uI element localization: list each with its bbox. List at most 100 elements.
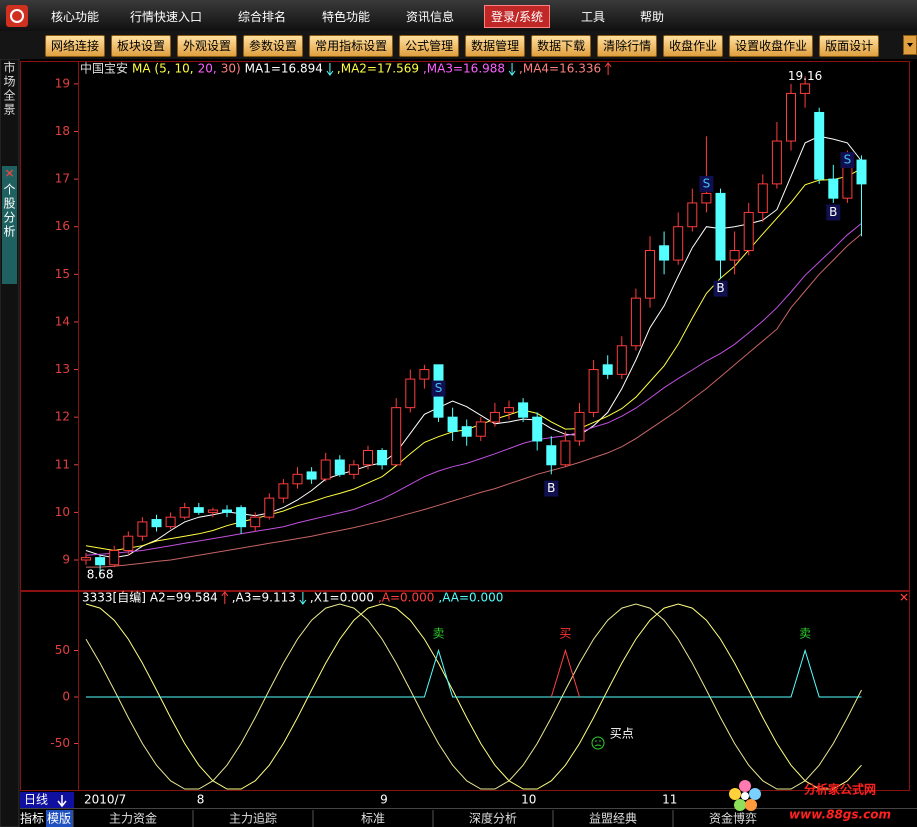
toolbar-button[interactable]: 收盘作业 <box>663 35 724 57</box>
legend-label: ,AA=0.000 <box>438 591 503 605</box>
y-tick-label: 15 <box>55 267 70 281</box>
watermark-name: 分析家公式网 <box>804 782 876 797</box>
annotation: S <box>435 381 443 395</box>
menu-item[interactable]: 综合排名 <box>238 10 287 24</box>
y-tick-label: 16 <box>55 219 70 233</box>
menu-item[interactable]: 核心功能 <box>51 10 100 24</box>
y-tick-label: 10 <box>55 505 70 519</box>
menu-item[interactable]: 行情快速入口 <box>130 10 203 24</box>
toolbar-button[interactable]: 数据下载 <box>531 35 592 57</box>
menu-item[interactable]: 特色功能 <box>322 10 371 24</box>
menu-item[interactable]: 帮助 <box>640 10 665 24</box>
toolbar-button[interactable]: 设置收盘作业 <box>729 35 814 57</box>
toolbar-button[interactable]: 板块设置 <box>111 35 172 57</box>
candle-body <box>814 111 825 180</box>
tool-tab[interactable]: 模版 <box>47 812 71 826</box>
toolbar-button[interactable]: 公式管理 <box>399 35 460 57</box>
series-line <box>85 603 862 790</box>
annotation: B <box>547 481 555 495</box>
candle-body <box>673 226 684 261</box>
menu-item[interactable]: 资讯信息 <box>406 10 455 24</box>
side-tab-char[interactable]: 全 <box>3 88 15 103</box>
toolbar-dropdown[interactable] <box>903 35 917 55</box>
side-tab-char[interactable]: 分 <box>3 211 15 225</box>
watermark-logo <box>729 780 761 811</box>
close-icon[interactable]: ✕ <box>899 591 909 605</box>
side-tab-char[interactable]: 析 <box>3 225 15 239</box>
candle-body <box>856 159 867 185</box>
y-tick-label: 17 <box>55 172 70 186</box>
menu-bar: 核心功能 行情快速入口 综合排名 特色功能 资讯信息 登录/系统 工具 帮助 <box>0 0 917 31</box>
legend-label: ,A=0.000 <box>378 591 434 605</box>
series-line <box>85 603 862 790</box>
legend-label: 10, <box>175 62 194 76</box>
series-line <box>85 223 862 556</box>
toolbar: 网络连接 板块设置 外观设置 参数设置 常用指标设置 公式管理 数据管理 数据下载 清除行情 收盘… <box>0 31 917 59</box>
y-tick-label: 11 <box>55 457 70 471</box>
x-tick-label: 2010/7 <box>84 793 126 807</box>
series-line <box>550 648 580 698</box>
toolbar-button[interactable]: 参数设置 <box>243 35 304 57</box>
candle-body <box>222 509 232 513</box>
series-line <box>86 648 862 698</box>
candle-body <box>334 459 345 475</box>
toolbar-button[interactable]: 常用指标设置 <box>309 35 394 57</box>
tool-tab[interactable]: 指标 <box>20 811 44 826</box>
legend-label: 30) <box>221 62 241 76</box>
candle-body <box>800 83 811 94</box>
toolbar-button[interactable]: 数据管理 <box>465 35 526 57</box>
side-tab-char[interactable]: 景 <box>3 103 15 117</box>
candle-body <box>348 464 359 475</box>
legend-label: ,A3=9.113 <box>232 591 296 605</box>
menu-item[interactable]: 登录/系统 <box>484 5 551 28</box>
bottom-tab[interactable]: 益盟经典 <box>589 812 637 826</box>
candle-body <box>701 192 712 204</box>
candle-body <box>504 407 514 413</box>
menu-item[interactable]: 工具 <box>581 10 606 24</box>
legend-label: MA (5, <box>132 62 171 76</box>
close-icon[interactable]: ✕ <box>4 167 14 181</box>
legend-label: 20, <box>198 62 217 76</box>
y-tick-label: -50 <box>50 736 70 750</box>
bottom-tab[interactable]: 深度分析 <box>469 811 517 826</box>
toolbar-button[interactable]: 版面设计 <box>819 35 880 57</box>
bottom-tab[interactable]: 主力追踪 <box>229 811 277 826</box>
candle-body <box>616 345 627 375</box>
annotation: 买点 <box>610 727 634 741</box>
candle-body <box>447 416 458 432</box>
bottom-tab[interactable]: 标准 <box>361 812 385 826</box>
smiley <box>591 736 605 750</box>
side-tab-char[interactable]: 股 <box>3 197 15 211</box>
candle-body <box>630 297 641 347</box>
candle-body <box>729 250 740 261</box>
legend-label: ,X1=0.000 <box>310 591 374 605</box>
period-label[interactable]: 日线 <box>24 793 48 807</box>
bottom-tab[interactable]: 主力资金 <box>109 811 157 826</box>
candle-body <box>306 471 317 480</box>
x-tick-label: 10 <box>521 793 536 807</box>
annotation: 19.16 <box>788 69 822 83</box>
period-arrow <box>57 795 67 808</box>
candle-body <box>419 369 430 380</box>
toolbar-button[interactable]: 外观设置 <box>177 35 238 57</box>
candle-body <box>109 549 120 566</box>
side-tab-char[interactable]: 场 <box>3 75 15 89</box>
candle-body <box>757 183 768 213</box>
side-tab-char[interactable]: 个 <box>3 183 15 197</box>
candle-body <box>264 497 275 518</box>
series-line <box>85 168 862 552</box>
candle-body <box>574 411 585 442</box>
candle-body <box>179 507 190 518</box>
series-line <box>85 135 862 559</box>
candle-body <box>461 426 472 437</box>
toolbar-button[interactable]: 网络连接 <box>45 35 106 57</box>
candle-body <box>95 557 106 566</box>
side-tab-char[interactable]: 市 <box>3 60 15 75</box>
candle-body <box>645 250 655 299</box>
candle-body <box>165 516 176 528</box>
bottom-tab[interactable]: 资金博弈 <box>709 811 757 826</box>
toolbar-button[interactable]: 清除行情 <box>597 35 658 57</box>
annotation-bg <box>826 204 841 221</box>
candle-body <box>475 421 486 437</box>
